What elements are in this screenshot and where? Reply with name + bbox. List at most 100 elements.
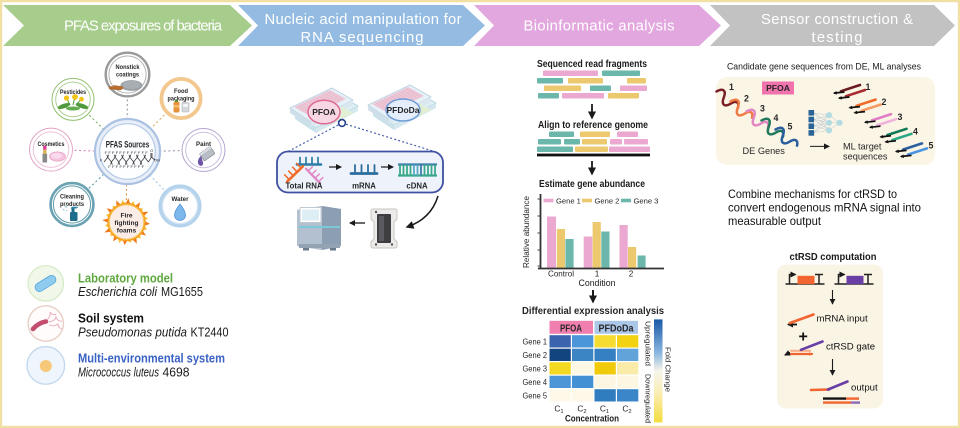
- svg-text:packaging: packaging: [168, 96, 195, 103]
- svg-text:Laboratory model: Laboratory model: [78, 271, 173, 286]
- svg-text:DE Genes: DE Genes: [743, 146, 786, 156]
- svg-text:F: F: [127, 150, 130, 155]
- svg-text:F: F: [142, 150, 145, 155]
- svg-text:F: F: [145, 150, 148, 155]
- svg-text:F: F: [100, 157, 103, 162]
- svg-text:Food: Food: [174, 88, 188, 95]
- svg-text:F: F: [138, 164, 141, 169]
- svg-text:ctRSD gate: ctRSD gate: [826, 342, 875, 353]
- svg-text:coatings: coatings: [116, 72, 139, 79]
- svg-text:Bioinformatic analysis: Bioinformatic analysis: [524, 19, 675, 35]
- svg-text:2: 2: [882, 97, 887, 107]
- svg-text:Gene 5: Gene 5: [523, 390, 548, 400]
- svg-text:F: F: [134, 150, 137, 155]
- svg-text:Relative abundance: Relative abundance: [521, 196, 531, 268]
- svg-text:F: F: [119, 164, 122, 169]
- svg-text:F: F: [134, 164, 137, 169]
- svg-text:testing: testing: [812, 30, 863, 46]
- svg-text:C1: C1: [554, 404, 563, 416]
- svg-text:Fold Change: Fold Change: [664, 347, 673, 392]
- svg-text:3: 3: [898, 112, 903, 122]
- svg-text:PFOA: PFOA: [766, 83, 790, 93]
- svg-text:F: F: [127, 164, 130, 169]
- svg-text:OH: OH: [154, 158, 160, 163]
- svg-text:Combine mechanisms for ctRSD t: Combine mechanisms for ctRSD to: [728, 188, 897, 201]
- svg-text:Sequenced read fragments: Sequenced read fragments: [537, 59, 647, 70]
- svg-text:3: 3: [760, 104, 765, 114]
- svg-text:1: 1: [595, 270, 600, 279]
- svg-text:1: 1: [866, 82, 871, 92]
- svg-text:Fire: Fire: [120, 213, 132, 220]
- svg-text:Paint: Paint: [196, 141, 212, 148]
- svg-text:4698: 4698: [163, 365, 190, 380]
- svg-text:+: +: [799, 329, 808, 346]
- svg-text:Downregulated: Downregulated: [644, 374, 653, 423]
- svg-text:cDNA: cDNA: [406, 182, 428, 191]
- svg-text:PFAS exposures of bacteria: PFAS exposures of bacteria: [64, 19, 223, 35]
- svg-text:4: 4: [913, 127, 918, 137]
- svg-text:Escherichia coli: Escherichia coli: [78, 284, 158, 299]
- svg-text:Gene 2: Gene 2: [523, 350, 548, 360]
- svg-text:C1: C1: [600, 404, 609, 416]
- svg-text:Multi-environmental system: Multi-environmental system: [78, 351, 225, 366]
- svg-text:PFDoDa: PFDoDa: [599, 323, 634, 334]
- svg-text:Cosmetics: Cosmetics: [38, 141, 65, 148]
- svg-text:Gene 1: Gene 1: [523, 336, 548, 346]
- svg-text:convert endogenous mRNA signal: convert endogenous mRNA signal into: [728, 202, 921, 215]
- svg-text:Gene 2: Gene 2: [595, 196, 620, 205]
- svg-text:MG1655: MG1655: [161, 284, 203, 299]
- svg-text:F: F: [142, 164, 145, 169]
- svg-text:Pseudomonas putida: Pseudomonas putida: [78, 324, 187, 339]
- svg-text:5: 5: [788, 122, 793, 132]
- svg-text:F: F: [131, 150, 134, 155]
- svg-text:Gene 4: Gene 4: [523, 377, 548, 387]
- svg-text:2: 2: [744, 94, 749, 104]
- svg-text:ctRSD computation: ctRSD computation: [790, 252, 877, 263]
- svg-text:Nucleic acid manipulation for: Nucleic acid manipulation for: [265, 12, 462, 28]
- svg-text:measurable output: measurable output: [728, 215, 822, 228]
- svg-text:mRNA: mRNA: [352, 182, 376, 191]
- svg-text:Soil system: Soil system: [78, 311, 144, 326]
- svg-text:Candidate gene sequences from: Candidate gene sequences from DE, ML ana…: [727, 62, 921, 73]
- svg-text:Concentration: Concentration: [565, 412, 619, 423]
- svg-text:F: F: [105, 150, 108, 155]
- svg-text:4: 4: [774, 113, 779, 123]
- svg-text:F: F: [112, 150, 115, 155]
- svg-text:KT2440: KT2440: [191, 324, 229, 339]
- svg-text:Estimate gene abundance: Estimate gene abundance: [539, 179, 645, 190]
- svg-text:Total RNA: Total RNA: [285, 182, 322, 191]
- svg-text:C2: C2: [577, 404, 586, 416]
- svg-text:ML target: ML target: [843, 142, 882, 152]
- svg-text:mRNA input: mRNA input: [817, 314, 869, 325]
- svg-text:Condition: Condition: [579, 278, 616, 289]
- svg-text:Gene 3: Gene 3: [523, 363, 548, 373]
- svg-text:F: F: [108, 150, 111, 155]
- svg-text:Align to reference genome: Align to reference genome: [538, 120, 648, 131]
- svg-text:RNA sequencing: RNA sequencing: [301, 30, 424, 46]
- svg-text:F: F: [123, 150, 126, 155]
- svg-text:5: 5: [929, 141, 934, 151]
- svg-text:Water: Water: [172, 196, 189, 203]
- svg-text:Control: Control: [548, 270, 574, 279]
- svg-text:F: F: [119, 150, 122, 155]
- svg-text:foams: foams: [117, 228, 137, 235]
- svg-text:F: F: [112, 164, 115, 169]
- svg-text:F: F: [130, 164, 133, 169]
- svg-text:C2: C2: [622, 404, 631, 416]
- svg-text:PFOA: PFOA: [312, 107, 336, 117]
- svg-text:Gene 1: Gene 1: [556, 196, 581, 205]
- svg-text:F: F: [116, 150, 119, 155]
- svg-text:Gene 3: Gene 3: [634, 196, 659, 205]
- svg-text:fighting: fighting: [114, 220, 138, 227]
- svg-text:output: output: [851, 383, 878, 394]
- svg-text:F: F: [108, 164, 111, 169]
- svg-text:O: O: [150, 148, 153, 153]
- svg-text:Differential expression analys: Differential expression analysis: [522, 306, 664, 317]
- svg-text:Pesticides: Pesticides: [60, 89, 86, 96]
- svg-text:products: products: [60, 201, 84, 208]
- svg-text:F: F: [138, 150, 141, 155]
- svg-text:sequences: sequences: [843, 152, 888, 162]
- svg-text:1: 1: [729, 82, 734, 92]
- svg-text:Upregulated: Upregulated: [644, 321, 653, 366]
- svg-text:PFAS Sources: PFAS Sources: [106, 140, 150, 151]
